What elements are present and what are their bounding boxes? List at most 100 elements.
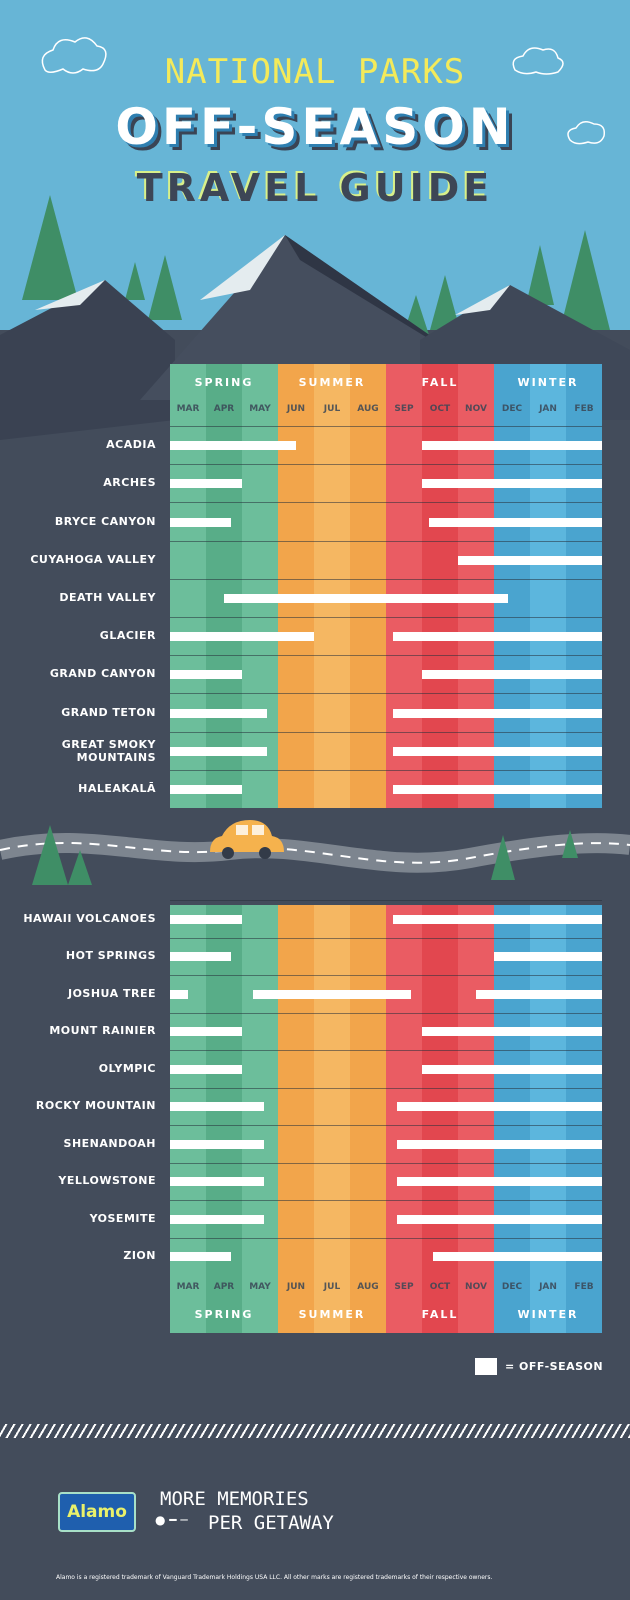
month-label: DEC xyxy=(501,404,523,414)
off-season-bar xyxy=(170,1214,264,1224)
cloud-icon xyxy=(41,37,606,145)
off-season-bar xyxy=(170,670,242,680)
park-label: YOSEMITE xyxy=(89,1211,156,1225)
month-label: DEC xyxy=(501,1282,523,1292)
title-line-1: NATIONAL PARKS xyxy=(164,52,466,92)
road xyxy=(0,832,630,873)
month-column-oct xyxy=(422,905,458,1333)
month-label: NOV xyxy=(465,404,487,414)
row-divider xyxy=(170,464,602,466)
off-season-bar xyxy=(170,952,232,962)
month-column-feb xyxy=(566,364,602,808)
car-icon xyxy=(210,820,284,859)
off-season-bar xyxy=(224,593,509,603)
month-column-may xyxy=(242,905,278,1333)
park-label: HOT SPRINGS xyxy=(65,949,156,963)
off-season-bar xyxy=(494,952,602,962)
month-column-jun xyxy=(278,364,314,808)
month-label: SEP xyxy=(394,1282,414,1292)
row-divider xyxy=(170,655,602,657)
off-season-bar xyxy=(422,1064,602,1074)
month-column-jun xyxy=(278,905,314,1333)
off-season-bar xyxy=(396,1139,602,1149)
month-label: AUG xyxy=(357,1282,379,1292)
park-label: GRAND CANYON xyxy=(49,667,156,681)
off-season-bar xyxy=(170,1177,264,1187)
park-label: HAWAII VOLCANOES xyxy=(23,911,156,925)
tree-icon xyxy=(32,825,578,885)
off-season-bar xyxy=(170,1064,242,1074)
row-divider xyxy=(170,731,602,733)
month-column-nov xyxy=(458,364,494,808)
off-season-bar xyxy=(393,708,602,718)
month-label: JUN xyxy=(286,1282,306,1292)
off-season-bar xyxy=(170,517,232,527)
month-label: MAY xyxy=(249,1282,271,1292)
park-label: SHENANDOAH xyxy=(63,1136,156,1150)
row-divider xyxy=(170,426,602,427)
row-divider xyxy=(170,1050,602,1051)
off-season-bar xyxy=(396,1214,602,1224)
month-label: FEB xyxy=(574,1282,594,1292)
month-column-nov xyxy=(458,905,494,1333)
season-label: FALL xyxy=(421,376,459,389)
row-divider xyxy=(170,1012,602,1014)
park-label: BRYCE CANYON xyxy=(54,514,156,528)
season-label: WINTER xyxy=(517,376,579,389)
park-label: JOSHUA TREE xyxy=(67,986,156,1000)
month-column-mar xyxy=(170,364,206,808)
off-season-bar xyxy=(393,914,602,924)
divider-stripes xyxy=(0,1424,630,1438)
title-line-2: OFF-SEASON xyxy=(115,98,515,156)
alamo-logo: Alamo xyxy=(58,1492,136,1532)
dash-icon: ● ━ ─ xyxy=(155,1513,188,1527)
park-label: YELLOWSTONE xyxy=(58,1174,156,1188)
month-label: FEB xyxy=(574,404,594,414)
month-column-jan xyxy=(530,905,566,1333)
off-season-bar xyxy=(170,1102,264,1112)
mountain-center xyxy=(140,235,480,400)
park-label: ROCKY MOUNTAIN xyxy=(35,1099,156,1113)
month-label: JAN xyxy=(539,404,557,414)
slogan-line-1: MORE MEMORIES xyxy=(160,1488,309,1510)
month-label: OCT xyxy=(429,404,451,414)
off-season-bar xyxy=(170,441,296,451)
park-label: GLACIER xyxy=(99,629,156,643)
off-season-bar xyxy=(458,555,602,565)
park-label: ZION xyxy=(123,1249,156,1263)
off-season-bar xyxy=(170,989,188,999)
row-divider xyxy=(170,900,602,901)
legend-label: = OFF-SEASON xyxy=(505,1360,604,1373)
month-label: APR xyxy=(213,1282,235,1292)
legend-swatch xyxy=(475,1358,497,1375)
off-season-bar xyxy=(422,479,602,489)
season-label: WINTER xyxy=(517,1308,579,1321)
month-label: AUG xyxy=(357,404,379,414)
off-season-bar xyxy=(393,784,602,794)
mountain-left xyxy=(0,280,175,440)
landscape-illustration xyxy=(0,37,630,885)
row-divider xyxy=(170,975,602,976)
park-label: MOUNT RAINIER xyxy=(49,1024,156,1038)
month-column-may xyxy=(242,364,278,808)
title-line-3: TRAVEL GUIDE xyxy=(136,166,494,210)
tree-icon xyxy=(22,195,610,335)
month-label: MAR xyxy=(176,404,200,414)
row-divider xyxy=(170,502,602,504)
off-season-bar xyxy=(429,517,602,527)
park-label: DEATH VALLEY xyxy=(59,590,156,604)
month-label: JUN xyxy=(286,404,306,414)
season-label: SPRING xyxy=(194,1308,254,1321)
off-season-bar xyxy=(170,708,268,718)
month-label: OCT xyxy=(429,1282,451,1292)
row-divider xyxy=(170,1237,602,1239)
park-label: OLYMPIC xyxy=(98,1061,156,1075)
off-season-bar xyxy=(170,1139,264,1149)
row-divider xyxy=(170,1087,602,1089)
season-label: SUMMER xyxy=(298,1308,366,1321)
month-label: SEP xyxy=(394,404,414,414)
off-season-bar xyxy=(170,1027,242,1037)
month-label: APR xyxy=(213,404,235,414)
off-season-bar xyxy=(170,914,242,924)
row-divider xyxy=(170,769,602,771)
